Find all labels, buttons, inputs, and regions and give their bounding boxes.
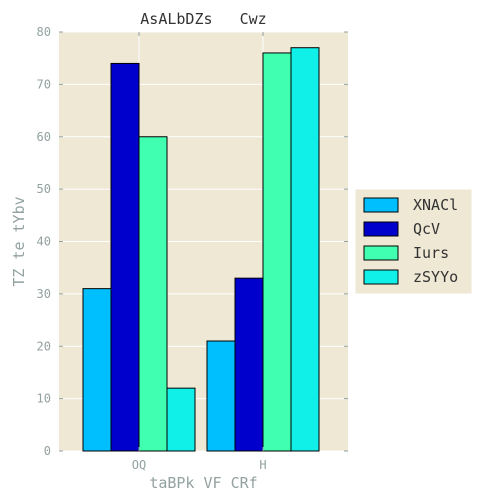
bar-zSYYo-H (290, 47, 320, 452)
bar-zSYYo-OQ (166, 387, 196, 452)
y-tick-label: 50 (37, 182, 51, 196)
chart-title: AsALbDZs Cwz (140, 10, 266, 28)
legend-label: XNACl (413, 196, 458, 214)
legend-swatch (363, 221, 399, 237)
legend-label: QcV (413, 220, 440, 238)
y-axis-label: TZ te tYbv (10, 196, 28, 286)
legend-swatch (363, 245, 399, 261)
bars (82, 47, 320, 452)
x-axis-ticks: OQ H (132, 32, 267, 472)
y-tick-label: 0 (44, 444, 51, 458)
legend-label: zSYYo (413, 268, 458, 286)
y-axis-ticks: 0 10 20 30 40 50 60 70 80 (37, 25, 348, 458)
y-tick-label: 20 (37, 339, 51, 353)
legend: XNACl QcV Iurs zSYYo (354, 188, 473, 295)
y-tick-label: 10 (37, 392, 51, 406)
bar-XNACl-H (206, 340, 236, 452)
y-tick-label: 80 (37, 25, 51, 39)
bar-QcV-H (234, 277, 264, 452)
legend-swatch (363, 197, 399, 213)
x-axis-label: taBPk VF CRf (149, 474, 257, 492)
legend-label: Iurs (413, 244, 449, 262)
x-tick-label: OQ (132, 458, 146, 472)
y-tick-label: 70 (37, 77, 51, 91)
y-tick-label: 60 (37, 130, 51, 144)
x-tick-label: H (259, 458, 266, 472)
y-tick-label: 30 (37, 287, 51, 301)
legend-swatch (363, 269, 399, 285)
bar-QcV-OQ (110, 62, 140, 452)
bar-XNACl-OQ (82, 288, 112, 452)
y-tick-label: 40 (37, 235, 51, 249)
bar-Iurs-H (262, 52, 292, 452)
bar-Iurs-OQ (138, 136, 168, 452)
